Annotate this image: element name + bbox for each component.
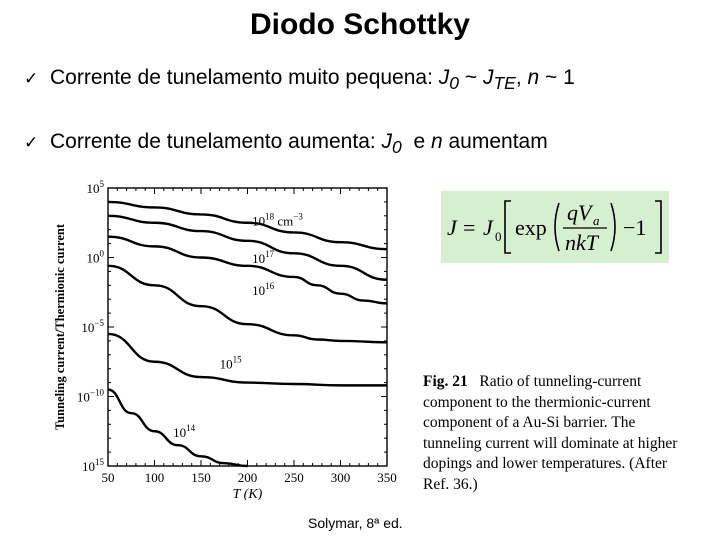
- series-label-0: 1018 cm−3: [252, 212, 303, 229]
- n-symbol: n: [527, 66, 540, 89]
- x-tick-label: 350: [377, 470, 397, 485]
- bullet-tunneling-small: ✓ Corrente de tunelamento muito pequena: …: [24, 66, 575, 94]
- series-line-2: [107, 235, 388, 305]
- approx-sep: ~: [459, 66, 483, 89]
- y-tick-label: 10−5: [81, 318, 104, 335]
- n-symbol: n: [430, 130, 443, 153]
- j0-symbol: J: [381, 130, 393, 153]
- tunneling-ratio-chart: 50 100 150 200 250 300 350 105 100 10−5 10−10 1015 T…: [53, 180, 397, 500]
- x-axis-label: T (K): [233, 487, 263, 500]
- x-tick-label: 150: [191, 470, 211, 485]
- bullet-text: Corrente de tunelamento aumenta:: [50, 130, 382, 153]
- svg-text:exp: exp: [515, 215, 547, 240]
- slide-title: Diodo Schottky: [249, 8, 470, 41]
- bullet-suffix: aumentam: [442, 130, 548, 153]
- caption-text: Ratio of tunneling-current component to …: [423, 373, 678, 493]
- y-tick-label: 10−10: [77, 388, 105, 405]
- bullet-text: Corrente de tunelamento muito pequena:: [50, 66, 439, 89]
- svg-text:−1: −1: [623, 215, 646, 240]
- series-line-0: [107, 200, 388, 251]
- svg-text:J: J: [483, 215, 494, 240]
- x-tick-label: 300: [331, 470, 351, 485]
- svg-text:nkT: nkT: [565, 230, 600, 255]
- source-citation: Solymar, 8ª ed.: [308, 515, 403, 531]
- series-label-5: 1014: [173, 423, 196, 440]
- j0-subscript: 0: [392, 137, 402, 158]
- y-tick-label: 100: [87, 249, 105, 266]
- check-icon: ✓: [24, 133, 39, 153]
- figure-label: Fig. 21: [423, 373, 468, 390]
- series-line-5: [107, 388, 248, 468]
- j0-subscript: 0: [449, 73, 459, 94]
- jte-subscript: TE: [493, 73, 516, 94]
- jte-symbol: J: [482, 66, 494, 89]
- series-label-4: 1015: [220, 355, 243, 372]
- svg-text:qV: qV: [567, 200, 594, 225]
- equation-graphic: J = J 0 exp qV a nkT −1: [447, 200, 662, 255]
- comma: ,: [515, 66, 528, 89]
- x-tick-label: 250: [284, 470, 304, 485]
- x-tick-label: 200: [238, 470, 258, 485]
- series-line-4: [107, 332, 387, 387]
- series-line-3: [107, 264, 388, 344]
- diode-equation: J = J 0 exp qV a nkT −1: [441, 191, 669, 263]
- bullet-tunneling-increases: ✓ Corrente de tunelamento aumenta: J0 e n…: [24, 130, 548, 158]
- check-icon: ✓: [24, 69, 39, 89]
- x-tick-label: 100: [145, 470, 165, 485]
- figure-caption: Fig. 21 Ratio of tunneling-current compo…: [423, 372, 685, 495]
- series-label-3: 1016: [252, 281, 275, 298]
- svg-text:0: 0: [495, 229, 502, 244]
- conjunction: e: [401, 130, 431, 153]
- svg-text:=: =: [463, 215, 475, 240]
- svg-text:J: J: [447, 215, 458, 240]
- series-line-1: [107, 214, 388, 281]
- svg-text:a: a: [593, 213, 600, 228]
- plot-frame: [107, 187, 388, 467]
- series-label-2: 1017: [252, 249, 275, 266]
- y-tick-label: 105: [87, 180, 105, 196]
- x-tick-label: 50: [102, 470, 115, 485]
- y-tick-label: 1015: [82, 457, 105, 474]
- j0-symbol: J: [438, 66, 450, 89]
- approx-one: ~ 1: [539, 66, 575, 89]
- y-axis-label: Tunneling current/Thermionic current: [53, 223, 67, 430]
